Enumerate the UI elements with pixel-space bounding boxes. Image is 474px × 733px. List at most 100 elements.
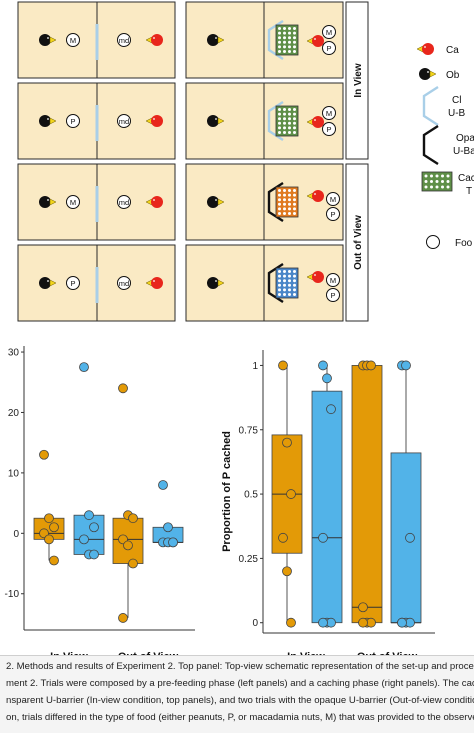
box-blue-4 — [390, 360, 422, 628]
tray-hole — [278, 121, 281, 125]
bird-beak — [49, 198, 57, 206]
tray-hole — [283, 189, 286, 192]
tray-hole — [288, 212, 291, 215]
bird-eye — [314, 193, 316, 195]
food-circle — [322, 122, 336, 136]
tray-box — [275, 105, 299, 137]
tray-hole — [278, 117, 281, 121]
y-axis-label: Proportion of P cached — [221, 431, 233, 552]
box — [73, 514, 105, 555]
food-option-p: P — [322, 41, 336, 55]
bird-beak — [217, 36, 225, 44]
bird-head — [151, 115, 163, 127]
tray-hole — [283, 36, 286, 40]
observer-bird-icon — [39, 196, 57, 208]
bird-head — [39, 196, 51, 208]
tray-hole — [293, 117, 296, 121]
data-point — [158, 480, 168, 490]
tray-hole — [278, 40, 281, 44]
food-label: P — [330, 291, 335, 300]
tray-hole — [293, 131, 296, 134]
data-point — [318, 360, 328, 371]
food-label: md — [119, 279, 129, 288]
bird-eye — [314, 119, 316, 121]
data-point — [123, 540, 133, 551]
food-label: M — [330, 276, 336, 285]
tray-hole — [278, 131, 281, 134]
tray-hole — [288, 131, 291, 134]
tray-hole — [278, 189, 281, 192]
cacher-bird-icon — [306, 271, 324, 283]
tray-hole — [283, 50, 286, 53]
food-circle — [322, 106, 336, 120]
tray-hole — [293, 50, 296, 53]
bird-eye — [424, 46, 426, 48]
bird-eye — [47, 118, 49, 120]
caching-tray-icon — [275, 267, 299, 299]
observer-food-icon: M — [66, 195, 80, 209]
tray-hole — [288, 31, 291, 35]
bird-head — [422, 43, 434, 55]
tray-hole — [283, 45, 286, 49]
data-point — [282, 437, 292, 448]
bird-eye — [215, 199, 217, 201]
food-circle — [66, 33, 80, 47]
food-label: md — [119, 198, 129, 207]
data-point — [79, 362, 89, 373]
tray-hole — [283, 202, 286, 206]
bird-head — [312, 116, 324, 128]
food-circle — [117, 114, 131, 128]
tray-hole — [278, 288, 281, 292]
cacher-food-icon: md — [117, 195, 131, 209]
data-point — [44, 534, 54, 545]
bird-eye — [153, 280, 155, 282]
bird-head — [207, 115, 219, 127]
tray-hole — [424, 180, 428, 183]
y-tick-label: 0.25 — [239, 554, 259, 565]
data-point — [278, 532, 288, 543]
tray-hole — [293, 36, 296, 40]
food-label: M — [70, 198, 76, 207]
legend-cacher-icon — [416, 43, 434, 55]
tray-hole — [293, 283, 296, 287]
tray-hole — [283, 131, 286, 134]
data-point — [49, 555, 59, 566]
tray-hole — [278, 36, 281, 40]
food-option-m: M — [322, 25, 336, 39]
bird-head — [207, 34, 219, 46]
cacher-food-icon: md — [117, 276, 131, 290]
condition-text: Out of View — [353, 215, 364, 270]
y-tick-label: 0.75 — [239, 425, 259, 436]
tray-box — [275, 186, 299, 218]
tray-hole — [278, 108, 281, 111]
chart-proportion-p: 0 0.25 0.5 0.75 1 In View Out of View Proportio… — [221, 350, 435, 655]
data-point — [163, 522, 173, 533]
food-circle — [326, 207, 340, 221]
data-point — [128, 558, 138, 569]
bird-eye — [314, 38, 316, 40]
cacher-bird-icon — [145, 196, 163, 208]
box-orange-3 — [351, 360, 383, 628]
box-orange-3 — [112, 383, 144, 623]
food-label: M — [326, 109, 332, 118]
tray-hole — [293, 193, 296, 197]
food-label: P — [326, 125, 331, 134]
bird-eye — [215, 280, 217, 282]
tray-hole — [288, 293, 291, 296]
tray-hole — [293, 279, 296, 283]
food-option-p: P — [326, 288, 340, 302]
tray-hole — [283, 112, 286, 116]
food-circle — [326, 192, 340, 206]
legend-text: U-Ba — [453, 146, 474, 157]
cacher-bird-icon — [306, 190, 324, 202]
bird-eye — [314, 274, 316, 276]
bird-head — [151, 34, 163, 46]
tray-box — [275, 267, 299, 299]
tray-hole — [424, 185, 428, 189]
data-point — [282, 566, 292, 577]
data-point — [397, 617, 407, 628]
legend-tray-icon — [421, 171, 453, 192]
observer-bird-icon — [207, 196, 225, 208]
observer-food-icon: M — [66, 33, 80, 47]
